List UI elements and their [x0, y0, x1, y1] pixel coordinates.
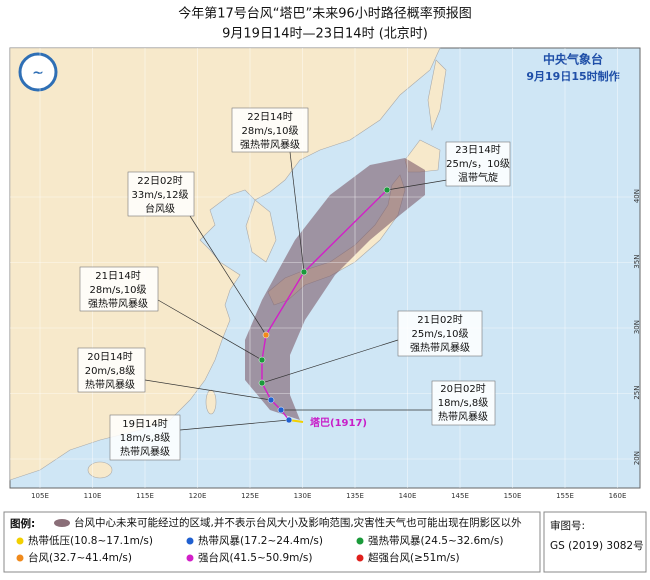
legend-heading: 图例: — [10, 517, 35, 530]
callout-box — [109, 414, 181, 461]
lat-label: 20N — [633, 451, 641, 465]
callout-line: 25m/s,10级 — [412, 328, 469, 340]
forecast-point — [285, 416, 293, 424]
approval-box — [543, 511, 647, 573]
leader — [386, 179, 448, 191]
callout-line: 28m/s,10级 — [242, 125, 299, 137]
callout-time: 23日14时 — [455, 144, 500, 156]
callout-line: 强热带风暴级 — [240, 138, 300, 151]
forecast-point — [262, 331, 270, 339]
lon-label: 140E — [399, 492, 417, 500]
lat-label: 40N — [633, 189, 641, 203]
legend-swatch — [186, 554, 194, 562]
callout-line: 25m/s，10级 — [446, 158, 510, 170]
callout-line: 20m/s,8级 — [85, 365, 136, 377]
lon-label: 120E — [189, 492, 207, 500]
taiwan — [205, 389, 217, 415]
callout-box — [397, 310, 483, 357]
leader — [157, 299, 263, 361]
lon-label: 130E — [294, 492, 312, 500]
legend-label: 超强台风(≥51m/s) — [368, 551, 460, 564]
lat-label: 30N — [633, 320, 641, 334]
forecast-point — [258, 356, 266, 364]
lon-label: 155E — [556, 492, 574, 500]
approval-label: 审图号: — [550, 519, 585, 532]
callout-line: 台风级 — [145, 202, 175, 215]
callout-line: 18m/s,8级 — [438, 397, 489, 409]
legend-swatch — [186, 537, 194, 545]
callout-line: 强热带风暴级 — [410, 341, 470, 354]
callout-time: 22日02时 — [137, 175, 182, 187]
hainan — [87, 461, 113, 479]
lat-label: 35N — [633, 255, 641, 269]
cone-description: 台风中心未来可能经过的区域,并不表示台风大小及影响范围,灾害性天气也可能出现在阴… — [74, 516, 522, 529]
forecast-point — [383, 186, 391, 194]
callout-box — [79, 266, 159, 312]
legend: 图例: 台风中心未来可能经过的区域,并不表示台风大小及影响范围,灾害性天气也可能… — [3, 511, 647, 573]
lon-label: 135E — [346, 492, 364, 500]
emblem — [18, 52, 58, 92]
callout-time: 19日14时 — [122, 418, 167, 430]
legend-box — [3, 511, 541, 573]
forecast-point — [258, 379, 266, 387]
legend-label: 强热带风暴(24.5~32.6m/s) — [368, 534, 504, 547]
forecast-point — [300, 268, 308, 276]
callout-line: 温带气旋 — [458, 171, 498, 184]
subtitle: 9月19日14时—23日14时 (北京时) — [222, 27, 428, 42]
legend-swatch — [16, 537, 24, 545]
callout-box — [231, 107, 309, 153]
agency: 中央气象台 — [543, 52, 603, 67]
leader — [261, 339, 399, 384]
callout-time: 21日02时 — [417, 314, 462, 326]
leader — [179, 419, 290, 431]
lat-label: 25N — [633, 386, 641, 400]
storm-label: 塔巴(1917) — [310, 416, 367, 429]
legend-label: 热带低压(10.8~17.1m/s) — [28, 534, 153, 547]
callout-line: 热带风暴级 — [85, 378, 135, 391]
lon-label: 125E — [241, 492, 259, 500]
legend-swatch — [16, 554, 24, 562]
callout-time: 22日14时 — [247, 111, 292, 123]
callout-box — [77, 347, 146, 393]
legend-swatch — [356, 537, 364, 545]
legend-label: 台风(32.7~41.4m/s) — [28, 551, 132, 564]
callout-line: 33m/s,12级 — [132, 189, 189, 201]
leader — [144, 379, 272, 401]
lon-label: 160E — [609, 492, 627, 500]
legend-label: 强台风(41.5~50.9m/s) — [198, 551, 313, 564]
lon-label: 105E — [31, 492, 49, 500]
callout-time: 21日14时 — [95, 270, 140, 282]
issued: 9月19日15时制作 — [526, 69, 619, 83]
lon-label: 150E — [504, 492, 522, 500]
callout-time: 20日14时 — [87, 351, 132, 363]
leader — [189, 215, 267, 336]
callout-time: 20日02时 — [440, 383, 485, 395]
callout-box — [445, 141, 511, 187]
legend-swatch — [356, 554, 364, 562]
callout-line: 热带风暴级 — [438, 410, 488, 423]
title: 今年第17号台风“塔巴”未来96小时路径概率预报图 — [178, 6, 472, 22]
legend-label: 热带风暴(17.2~24.4m/s) — [198, 534, 323, 547]
callout-line: 28m/s,10级 — [90, 284, 147, 296]
emblem-mark: ~ — [32, 65, 44, 81]
cone-icon — [54, 519, 70, 527]
sakhalin — [427, 59, 447, 132]
lon-label: 145E — [451, 492, 469, 500]
callout-line: 热带风暴级 — [120, 445, 170, 458]
korea — [245, 199, 277, 263]
probability-cone — [245, 158, 425, 420]
forecast-point — [277, 406, 285, 414]
forecast-point — [267, 396, 275, 404]
approval-number: GS (2019) 3082号 — [550, 540, 644, 552]
callout-line: 18m/s,8级 — [120, 432, 171, 444]
callout-line: 强热带风暴级 — [88, 297, 148, 310]
lon-label: 110E — [84, 492, 102, 500]
callout-box — [127, 171, 195, 217]
callout-box — [431, 380, 496, 426]
lon-label: 115E — [136, 492, 154, 500]
leader — [289, 151, 305, 273]
